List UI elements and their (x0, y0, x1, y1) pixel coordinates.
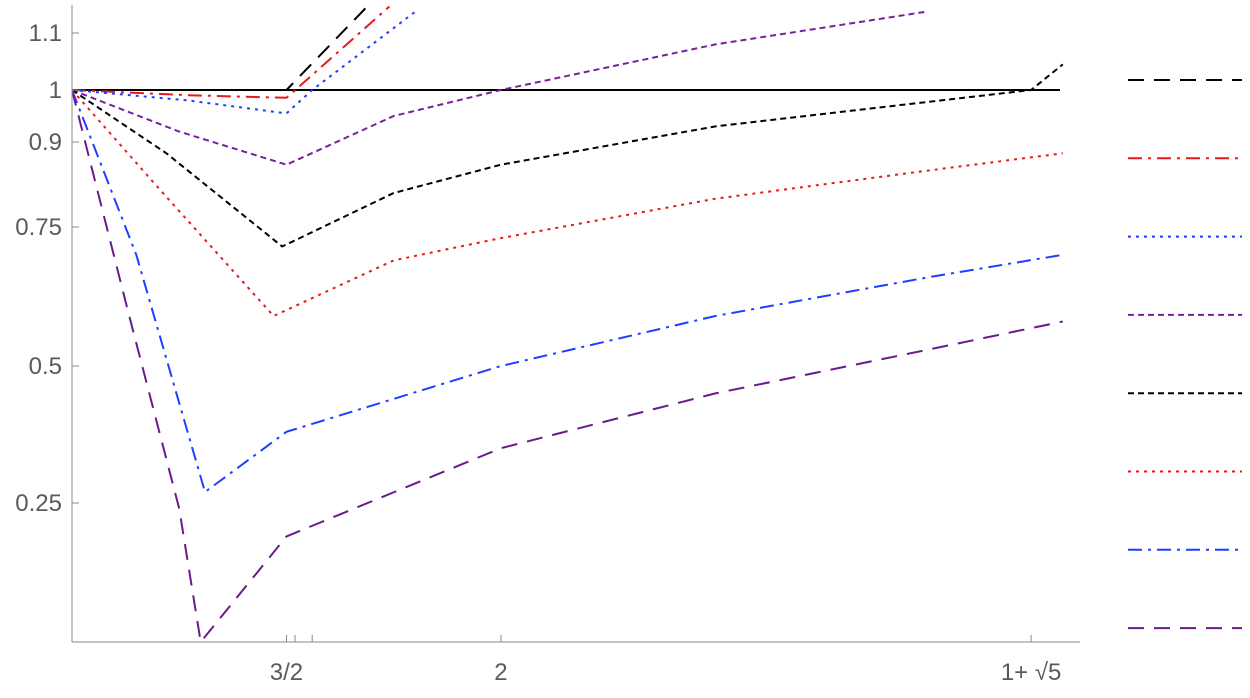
legend (1128, 79, 1242, 630)
series-line-8 (72, 89, 1064, 642)
series-line-5 (72, 63, 1064, 248)
series-group (72, 5, 1064, 642)
series-line-7 (72, 89, 1063, 494)
axes-group: 0.25 0.5 0.75 0.9 1 1.1 3/2 2 1+ √5 (15, 5, 1080, 686)
series-line-2 (72, 5, 391, 99)
y-tick-label: 0.25 (15, 490, 62, 517)
y-tick-label: 1 (49, 77, 62, 104)
y-tick-label: 0.75 (15, 214, 62, 241)
x-tick-label: 3/2 (270, 659, 303, 686)
series-line-4 (72, 10, 926, 166)
y-tick-label: 0.9 (29, 129, 62, 156)
series-line-6 (72, 89, 1063, 318)
series-line-3 (72, 11, 416, 115)
y-tick-label: 1.1 (29, 20, 62, 47)
x-tick-label: 2 (494, 659, 507, 686)
series-line-1 (72, 5, 371, 91)
x-tick-label: 1+ √5 (1001, 659, 1062, 686)
y-tick-label: 0.5 (29, 353, 62, 380)
